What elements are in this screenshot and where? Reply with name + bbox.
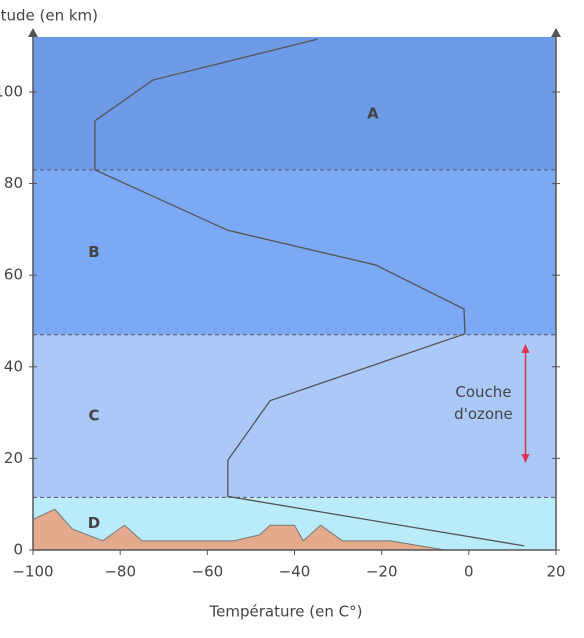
layer — [33, 37, 556, 170]
axis-arrow — [28, 28, 38, 37]
ozone-arrowhead — [521, 453, 530, 463]
ozone-label: d'ozone — [454, 405, 513, 423]
temperature-line — [94, 38, 525, 547]
axis-arrow — [551, 28, 561, 37]
y-axis-label: Altitude (en km) — [0, 7, 98, 25]
y-tick-label: 80 — [4, 174, 23, 192]
layer — [33, 169, 556, 335]
x-axis-label: Température (en C°) — [209, 603, 363, 621]
layer-label: C — [89, 407, 100, 425]
terrain — [32, 508, 445, 551]
x-tick-label: 20 — [546, 563, 565, 581]
x-tick-label: −100 — [12, 563, 53, 581]
ozone-label: Couche — [455, 383, 511, 401]
x-tick-label: −80 — [104, 563, 136, 581]
layer-label: A — [367, 105, 379, 123]
layer — [33, 334, 556, 498]
layer-label: B — [88, 243, 99, 261]
y-tick-label: 60 — [4, 266, 23, 284]
y-tick-label: 100 — [0, 82, 23, 100]
x-tick-label: −40 — [279, 563, 311, 581]
y-tick-label: 0 — [13, 541, 23, 559]
x-tick-label: −20 — [366, 563, 398, 581]
x-tick-label: 0 — [464, 563, 474, 581]
x-tick-label: −60 — [192, 563, 224, 581]
layer-label: D — [88, 514, 100, 532]
ozone-arrowhead — [521, 343, 530, 353]
y-tick-label: 40 — [4, 357, 23, 375]
y-tick-label: 20 — [4, 449, 23, 467]
